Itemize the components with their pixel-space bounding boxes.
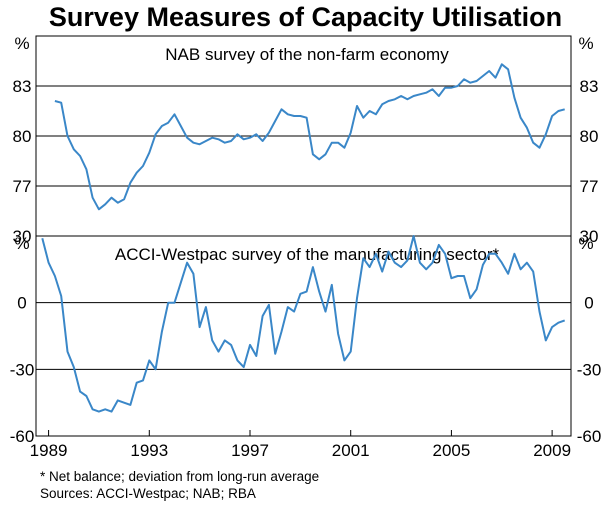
top-left-unit-label: %: [14, 34, 29, 53]
y-tick-label-right: 83: [580, 77, 599, 96]
y-tick-label-right: 0: [584, 294, 593, 313]
y-tick-label-right: 77: [580, 177, 599, 196]
y-tick-label-right: -30: [577, 360, 602, 379]
y-tick-label-left: 0: [17, 294, 26, 313]
y-tick-label-right: 30: [580, 227, 599, 246]
bottom-left-unit-label: %: [14, 234, 29, 253]
x-tick-label: 1997: [231, 441, 269, 460]
x-tick-label: 2001: [332, 441, 370, 460]
y-tick-label-left: -60: [10, 427, 35, 446]
top-right-unit-label: %: [578, 34, 593, 53]
y-tick-label-left: 83: [13, 77, 32, 96]
x-tick-label: 2005: [432, 441, 470, 460]
y-tick-label-right: -60: [577, 427, 602, 446]
x-tick-label: 2009: [533, 441, 571, 460]
top-panel-title: NAB survey of the non-farm economy: [165, 45, 449, 64]
acci-westpac-series-line: [41, 235, 566, 413]
sources-note: Sources: ACCI-Westpac; NAB; RBA: [40, 486, 256, 501]
bottom-right-unit-label: %: [578, 234, 593, 253]
bottom-panel-title: ACCI-Westpac survey of the manufacturing…: [115, 245, 500, 264]
x-tick-label: 1989: [30, 441, 68, 460]
nab-series-line: [54, 63, 565, 211]
y-tick-label-left: 30: [13, 227, 32, 246]
page-title: Survey Measures of Capacity Utilisation: [48, 2, 563, 32]
footnote: * Net balance; deviation from long-run a…: [40, 469, 320, 484]
x-tick-label: 1993: [130, 441, 168, 460]
y-tick-label-right: 80: [580, 127, 599, 146]
y-tick-label-left: 77: [13, 177, 32, 196]
y-tick-label-left: 80: [13, 127, 32, 146]
y-tick-label-left: -30: [10, 360, 35, 379]
